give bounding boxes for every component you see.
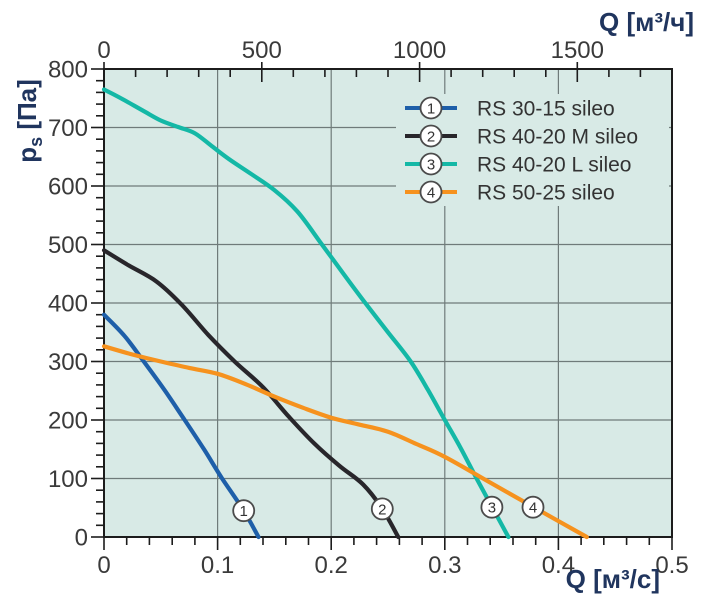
legend-marker-2-number: 2: [427, 129, 435, 146]
legend-marker-1-circle: [419, 96, 443, 120]
x-axis-top-title: Q [м³/ч]: [599, 7, 694, 37]
legend-background: [396, 94, 669, 206]
y-axis-tick-label: 200: [48, 408, 88, 435]
legend: 1 RS 30-15 sileo 2 RS 40-20 M sileo 3 RS 40-2…: [405, 96, 638, 205]
legend-label: RS 30-15 sileo: [477, 98, 615, 121]
y-axis-title-unit: [Па]: [12, 79, 42, 137]
legend-marker-1-number: 1: [427, 101, 435, 118]
x-axis-tick-label: 0.3: [428, 552, 461, 579]
curve-marker-3-circle: [480, 495, 504, 519]
curve-marker-2-circle: [370, 497, 394, 521]
y-axis-tick-label: 0: [75, 525, 88, 552]
x-axis-top-tick-label: 1500: [551, 37, 604, 64]
x-axis-tick-label: 0.1: [201, 552, 234, 579]
y-axis-tick-label: 800: [48, 57, 88, 84]
curve-marker-1-circle: [232, 499, 256, 523]
x-axis-tick-label: 0.5: [655, 552, 688, 579]
x-axis-top-tick-label: 1000: [393, 37, 446, 64]
legend-label: RS 40-20 L sileo: [477, 154, 631, 177]
legend-marker-3-circle: [419, 152, 443, 176]
legend-row: 2 RS 40-20 M sileo: [405, 124, 638, 149]
y-axis-tick-label: 300: [48, 349, 88, 376]
curve-markers-layer: 1 2 3 4: [232, 495, 545, 523]
x-axis-bottom-title: Q [м³/с]: [565, 564, 660, 594]
curve-rs-40-20-l-sileo: [101, 87, 511, 540]
y-axis-tick-label: 500: [48, 232, 88, 259]
y-axis-tick-label: 700: [48, 115, 88, 142]
tick-labels-layer: 0 0.1 0.2 0.3 0.4 0.50 500 1000 1500010020030040…: [48, 37, 689, 579]
curves-layer: [101, 87, 589, 540]
legend-marker-3-number: 3: [427, 157, 435, 174]
legend-marker-4-circle: [419, 180, 443, 204]
legend-marker-4-number: 4: [427, 185, 435, 202]
curve-marker-3-number: 3: [488, 500, 496, 517]
legend-marker-2-circle: [419, 124, 443, 148]
x-axis-top-tick-label: 0: [97, 37, 110, 64]
y-axis-tick-label: 600: [48, 174, 88, 201]
x-axis-tick-label: 0: [97, 552, 110, 579]
y-axis-title-subscript: s: [26, 136, 47, 147]
axis-ticks-layer: [91, 62, 673, 550]
legend-row: 1 RS 30-15 sileo: [405, 96, 615, 121]
y-axis-title-base: p: [12, 146, 42, 163]
legend-label: RS 40-20 M sileo: [477, 126, 638, 149]
x-axis-tick-label: 0.2: [315, 552, 348, 579]
curve-marker-2-number: 2: [378, 501, 386, 518]
curve-marker-4-number: 4: [529, 500, 537, 517]
curve-marker-4-circle: [521, 495, 545, 519]
curve-rs-40-20-m-sileo: [101, 248, 401, 540]
y-axis-tick-label: 100: [48, 466, 88, 493]
curve-marker-1-number: 1: [240, 503, 248, 520]
curve-rs-50-25-sileo: [101, 344, 589, 540]
legend-row: 4 RS 50-25 sileo: [405, 180, 615, 205]
legend-background-layer: [396, 94, 669, 206]
legend-label: RS 50-25 sileo: [477, 182, 615, 205]
y-axis-title: ps [Па]: [12, 61, 46, 181]
legend-row: 3 RS 40-20 L sileo: [405, 152, 631, 177]
y-axis-tick-label: 400: [48, 291, 88, 318]
x-axis-top-tick-label: 500: [242, 37, 282, 64]
x-axis-tick-label: 0.4: [542, 552, 575, 579]
